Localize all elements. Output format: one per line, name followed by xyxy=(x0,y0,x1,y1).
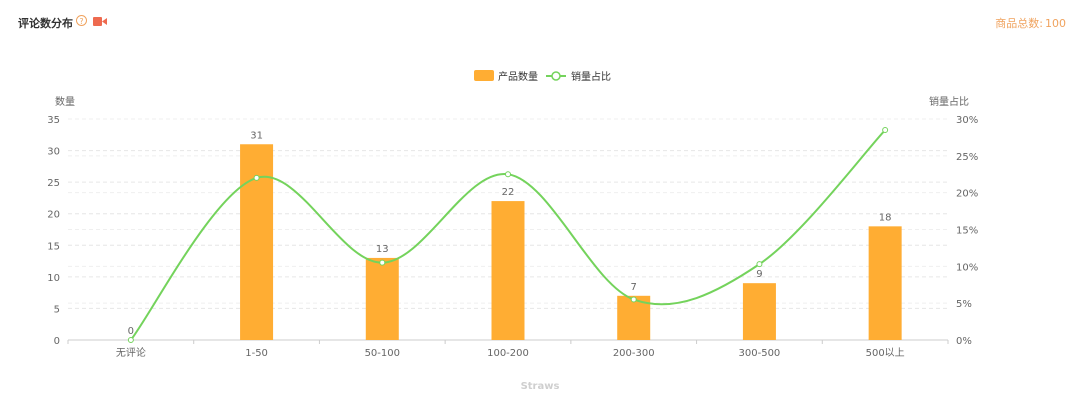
y-axis-tick-label: 10 xyxy=(47,273,60,284)
y-axis-tick-label: 15 xyxy=(47,241,60,252)
legend-bar-swatch xyxy=(474,70,494,81)
line-point xyxy=(630,296,637,303)
bar-data-label: 18 xyxy=(879,212,892,223)
bar-data-label: 13 xyxy=(376,244,389,255)
bar-data-label: 31 xyxy=(250,130,263,141)
y2-axis-tick-label: 15% xyxy=(956,226,978,237)
line-point xyxy=(127,337,134,343)
bar xyxy=(365,257,399,340)
line-point xyxy=(253,174,260,181)
y-axis-tick-label: 25 xyxy=(47,178,60,189)
bar xyxy=(742,283,776,340)
bar xyxy=(491,201,525,340)
product-total-value: 100 xyxy=(1045,17,1066,30)
x-axis-tick-label: 50-100 xyxy=(365,348,400,359)
bar-data-label: 7 xyxy=(631,282,637,293)
x-axis-tick-label: 300-500 xyxy=(739,348,781,359)
y2-axis-tick-label: 0% xyxy=(956,336,972,347)
product-total-label: 商品总数: xyxy=(995,17,1043,30)
legend-line-label: 销量占比 xyxy=(571,70,611,83)
bar xyxy=(868,226,902,340)
x-axis-tick-label: 100-200 xyxy=(487,348,529,359)
y2-axis-label: 销量占比 xyxy=(929,95,969,108)
y2-axis-tick-label: 5% xyxy=(956,299,972,310)
bar-data-label: 22 xyxy=(502,187,515,198)
legend-bar-label: 产品数量 xyxy=(498,70,538,83)
line-point xyxy=(882,127,889,134)
combo-chart: 0 5 10 15 20 25 30 35 0% 5% 10% 15% 20% 25% 30% 数量 销量占比无… xyxy=(47,70,978,359)
x-axis-tick-label: 1-50 xyxy=(245,348,268,359)
y-axis-label: 数量 xyxy=(55,95,75,108)
y2-axis-tick-label: 30% xyxy=(956,115,978,126)
footer-caption: Straws xyxy=(520,381,560,392)
x-axis-tick-label: 200-300 xyxy=(613,348,655,359)
y-axis-tick-label: 35 xyxy=(47,115,60,126)
bar xyxy=(240,144,274,340)
product-total: 商品总数: 100 xyxy=(993,15,1066,31)
bar-data-label: 0 xyxy=(128,326,134,337)
y2-axis-tick-label: 20% xyxy=(956,189,978,200)
legend-line-marker xyxy=(551,71,561,81)
bar-data-label: 9 xyxy=(756,269,762,280)
x-axis-tick-label: 无评论 xyxy=(116,346,146,359)
line-point xyxy=(505,171,511,178)
video-camera-icon[interactable] xyxy=(93,17,107,26)
question-circle-icon[interactable]: ? xyxy=(76,15,87,26)
chart-header: 评论数分布 ? 商品总数: 100 xyxy=(0,0,1080,44)
x-axis-tick-label: 500以上 xyxy=(866,347,905,359)
y-axis-tick-label: 0 xyxy=(54,336,60,347)
y-axis-tick-label: 20 xyxy=(47,210,60,221)
y2-axis-tick-label: 10% xyxy=(956,262,978,273)
chart-title: 评论数分布 xyxy=(18,17,73,30)
y-axis-tick-label: 30 xyxy=(47,147,60,158)
line-point xyxy=(379,259,386,266)
y-axis-tick-label: 5 xyxy=(54,304,60,315)
y2-axis-tick-label: 25% xyxy=(956,152,978,163)
line-point xyxy=(756,261,763,268)
